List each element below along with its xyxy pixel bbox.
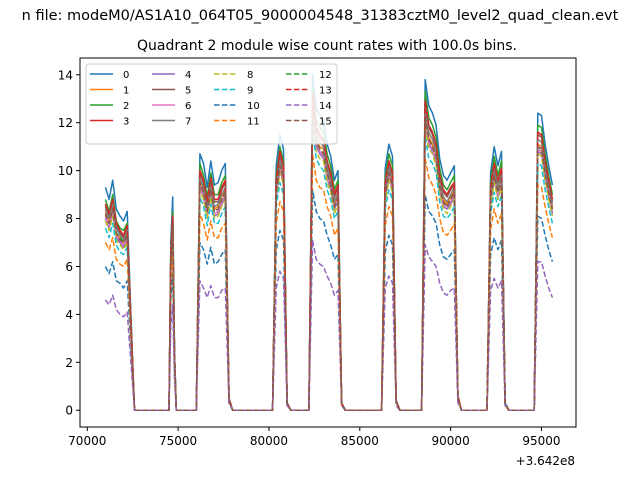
series-line-14 (104, 239, 554, 411)
legend-label-3: 3 (123, 117, 129, 128)
legend-label-7: 7 (185, 117, 191, 128)
chart-title: Quadrant 2 module wise count rates with … (137, 38, 517, 54)
legend-label-12: 12 (319, 70, 332, 81)
y-tick-label: 8 (65, 212, 73, 226)
legend-label-14: 14 (319, 101, 332, 112)
y-tick-label: 10 (58, 164, 73, 178)
x-axis: 70000 75000 80000 85000 90000 95000 (68, 427, 561, 448)
legend-label-0: 0 (123, 70, 129, 81)
series-line-15 (104, 109, 554, 411)
legend-label-10: 10 (247, 101, 260, 112)
y-axis: 0 2 4 6 8 10 12 14 (58, 68, 80, 418)
legend-frame (85, 63, 338, 145)
y-tick-label: 0 (65, 404, 73, 418)
legend-label-9: 9 (247, 86, 253, 97)
y-tick-label: 6 (65, 260, 73, 274)
legend-label-11: 11 (247, 117, 260, 128)
legend-label-2: 2 (123, 101, 129, 112)
x-axis-offset-label: +3.642e8 (516, 454, 575, 468)
x-tick-label: 85000 (341, 434, 379, 448)
legend-label-1: 1 (123, 86, 129, 97)
x-tick-label: 75000 (159, 434, 197, 448)
legend-label-4: 4 (185, 70, 191, 81)
y-tick-label: 14 (58, 68, 73, 82)
y-tick-label: 4 (65, 308, 73, 322)
plot-frame (79, 57, 577, 428)
x-tick-label: 70000 (68, 434, 106, 448)
legend-label-8: 8 (247, 70, 253, 81)
legend-label-15: 15 (319, 117, 332, 128)
legend-label-5: 5 (185, 86, 191, 97)
figure-suptitle: n file: modeM0/AS1A10_064T05_9000004548_… (22, 8, 619, 24)
y-tick-label: 2 (65, 356, 73, 370)
y-tick-label: 12 (58, 116, 73, 130)
x-tick-label: 95000 (522, 434, 560, 448)
x-tick-label: 90000 (432, 434, 470, 448)
x-tick-label: 80000 (250, 434, 288, 448)
legend-label-6: 6 (185, 101, 191, 112)
legend-label-13: 13 (319, 86, 332, 97)
